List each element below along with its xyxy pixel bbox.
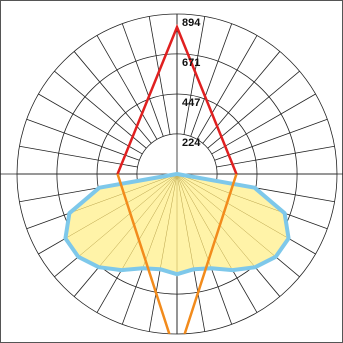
grid-spoke (26, 118, 140, 161)
grid-spoke (121, 23, 164, 137)
yellow-spoke (96, 174, 178, 275)
yellow-spoke (176, 174, 233, 275)
yellow-spoke (176, 174, 289, 230)
grid-spoke (214, 118, 328, 161)
yellow-spoke (176, 174, 206, 275)
orange-line-lower (116, 173, 238, 334)
radial-tick-label: 447 (182, 97, 200, 109)
grid-spoke (202, 51, 281, 144)
grid-spoke (73, 51, 152, 144)
yellow-spoke (176, 174, 289, 255)
radial-tick-label: 224 (182, 137, 201, 149)
yellow-spoke (176, 174, 258, 275)
series-layer (63, 23, 291, 334)
grid-spoke (190, 23, 233, 137)
grid-spoke (96, 35, 158, 140)
grid-spoke (38, 93, 143, 155)
radial-tick-labels: 224 447 671 894 (182, 17, 201, 149)
grid-spoke (54, 70, 147, 149)
radial-tick-label: 671 (182, 57, 200, 69)
yellow-spoke (73, 174, 178, 275)
grid-spoke (183, 16, 206, 135)
grid-spoke (148, 16, 171, 135)
blue-outline (63, 172, 291, 277)
yellow-spoke (65, 174, 178, 255)
grid-spoke (207, 70, 300, 149)
yellow-spoke (148, 174, 178, 275)
yellow-spoke (176, 174, 281, 275)
grid-spoke (196, 35, 258, 140)
grid-spoke (211, 93, 316, 155)
yellow-spoke (65, 174, 178, 230)
grid-spoke (216, 145, 335, 168)
red-line-upper (116, 23, 238, 175)
radial-tick-label: 894 (182, 17, 201, 29)
grid-spoke (19, 145, 138, 168)
yellow-spoke (121, 174, 178, 275)
